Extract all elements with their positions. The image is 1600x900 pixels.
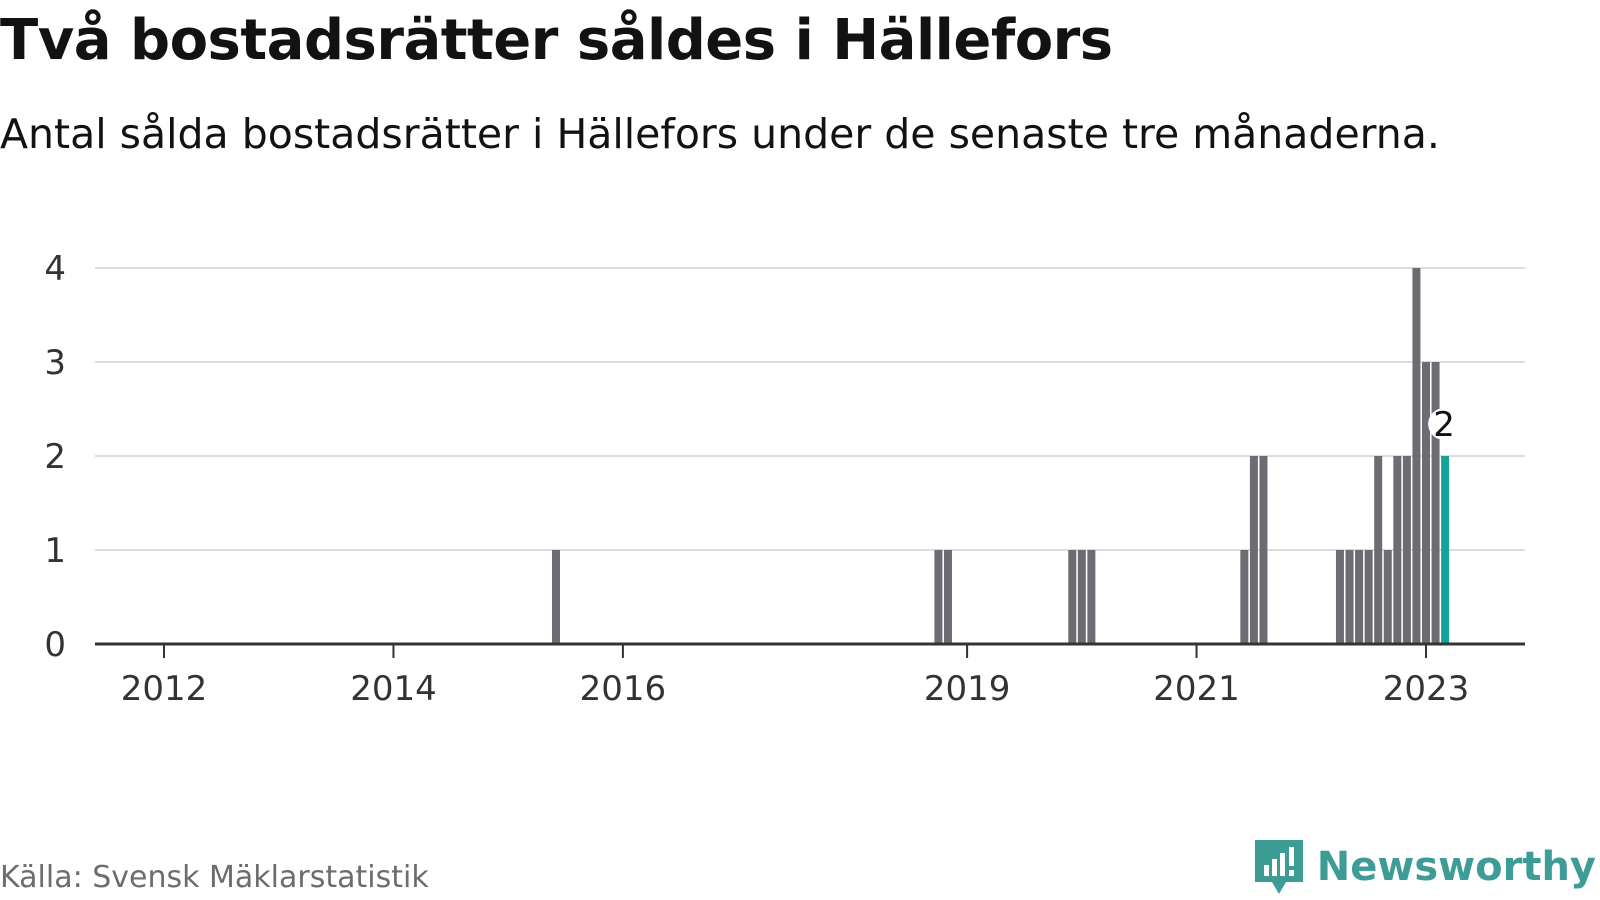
- bar-highlight: [1441, 456, 1450, 644]
- x-tick-label: 2016: [580, 669, 667, 709]
- y-tick-label: 2: [44, 437, 66, 477]
- x-axis-tick-labels: 2012 2014 2016 2019 2021 2023: [121, 669, 1470, 709]
- bar: [551, 550, 560, 644]
- x-tick-label: 2019: [924, 669, 1011, 709]
- bar: [1393, 456, 1402, 644]
- chart-title: Två bostadsrätter såldes i Hällefors: [0, 8, 1113, 73]
- bar: [943, 550, 952, 644]
- bar: [1240, 550, 1249, 644]
- data-label-background: [1428, 408, 1461, 440]
- data-labels: 2: [1428, 405, 1461, 445]
- x-tick-label: 2012: [121, 669, 208, 709]
- bar: [1249, 456, 1258, 644]
- bar: [1383, 550, 1392, 644]
- bar: [1431, 362, 1440, 644]
- bars: [551, 268, 1450, 644]
- bar: [1364, 550, 1373, 644]
- bar: [1087, 550, 1096, 644]
- y-axis-tick-labels: 0 1 2 3 4: [44, 249, 66, 665]
- data-label: 2: [1433, 405, 1455, 445]
- bar: [1422, 362, 1430, 644]
- y-tick-label: 4: [44, 249, 66, 289]
- bar: [1068, 550, 1077, 644]
- bar: [1402, 456, 1411, 644]
- source-note: Källa: Svensk Mäklarstatistik: [0, 860, 429, 895]
- gridlines: [95, 267, 1525, 551]
- chart-subtitle: Antal sålda bostadsrätter i Hällefors un…: [0, 110, 1440, 158]
- bar-chart: 0 1 2 3 4 2012 2014 2016 2019 2021 2023 2: [44, 249, 1525, 709]
- y-tick-label: 3: [44, 343, 66, 383]
- y-tick-label: 0: [44, 625, 66, 665]
- bar: [1355, 550, 1364, 644]
- x-axis: [95, 642, 1525, 658]
- bar: [1374, 456, 1383, 644]
- x-tick-label: 2021: [1153, 669, 1240, 709]
- x-tick-label: 2023: [1383, 669, 1470, 709]
- bar: [934, 550, 943, 644]
- x-tick-label: 2014: [350, 669, 437, 709]
- newsworthy-logo-icon: [1254, 840, 1303, 894]
- bar: [1412, 268, 1421, 644]
- brand-logo[interactable]: Newsworthy: [1253, 838, 1596, 896]
- y-tick-label: 1: [44, 531, 66, 571]
- bar: [1077, 550, 1086, 644]
- brand-name: Newsworthy: [1316, 844, 1596, 890]
- bar: [1345, 550, 1354, 644]
- bar: [1335, 550, 1344, 644]
- bar: [1259, 456, 1268, 644]
